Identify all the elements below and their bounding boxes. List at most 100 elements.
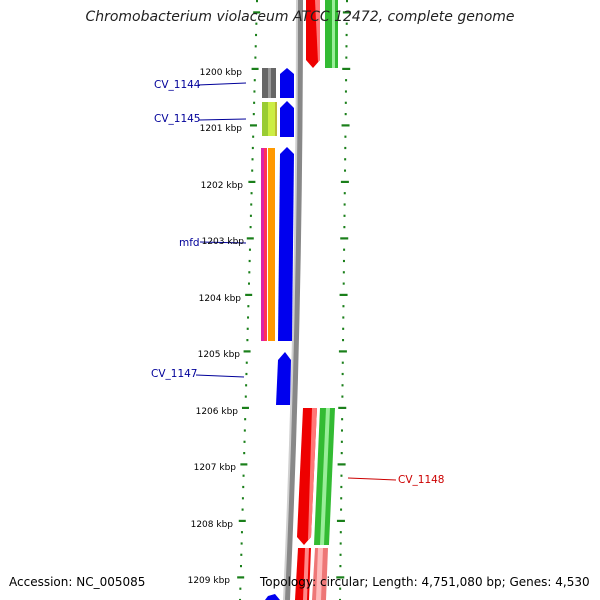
tick-mark <box>244 418 247 421</box>
tick-mark <box>243 440 246 443</box>
homolog-gene-cv1148-shade <box>320 408 330 545</box>
topology-text: Topology: circular; Length: 4,751,080 bp… <box>260 575 590 589</box>
kbp-label: 1207 kbp <box>194 463 237 473</box>
tick-mark <box>240 463 248 466</box>
tick-mark <box>344 169 347 172</box>
gene-label-mfd[interactable]: mfd <box>179 237 200 249</box>
gene-label-cv1144[interactable]: CV_1144 <box>154 79 201 91</box>
gene-label-cv1145[interactable]: CV_1145 <box>154 113 201 125</box>
forward-gene-cv1144 <box>280 68 294 98</box>
tick-mark <box>246 327 249 330</box>
tick-mark <box>246 237 254 240</box>
tick-mark <box>251 158 254 161</box>
tick-mark <box>342 259 345 263</box>
genome-backbone <box>284 0 303 600</box>
tick-mark <box>249 124 257 127</box>
tick-mark <box>336 576 345 579</box>
kbp-label: 1203 kbp <box>202 237 245 247</box>
tick-mark <box>339 293 348 296</box>
kbp-label: 1208 kbp <box>191 520 234 530</box>
gene-label-cv1147[interactable]: CV_1147 <box>151 368 198 380</box>
kbp-label: 1204 kbp <box>199 294 242 304</box>
tick-mark <box>247 316 250 319</box>
outer-tick-ring <box>336 0 351 600</box>
tick-mark <box>240 531 243 534</box>
tick-mark <box>252 135 255 138</box>
gene-label-cv1148[interactable]: CV_1148 <box>398 474 445 486</box>
tick-mark <box>249 226 252 229</box>
tick-mark <box>243 350 251 353</box>
tick-mark <box>242 485 245 489</box>
tick-mark <box>253 90 256 93</box>
tick-mark <box>248 259 251 263</box>
tick-mark <box>255 22 258 25</box>
tick-mark <box>339 553 342 556</box>
tick-mark <box>345 56 348 59</box>
tick-mark <box>340 237 349 240</box>
tick-mark <box>244 395 247 398</box>
tick-mark <box>239 565 242 568</box>
tick-mark <box>341 418 344 421</box>
kbp-label: 1205 kbp <box>198 350 241 360</box>
tick-mark <box>237 576 245 579</box>
tick-mark <box>346 0 348 3</box>
cog-block-cv1145-b <box>268 102 275 136</box>
tick-mark <box>252 113 255 116</box>
tick-mark <box>342 271 345 274</box>
tick-mark <box>245 384 248 387</box>
tick-mark <box>253 11 261 14</box>
tick-mark <box>343 214 346 217</box>
forward-gene-mfd <box>278 147 294 341</box>
tick-mark <box>243 452 246 455</box>
kbp-label: 1202 kbp <box>201 181 244 191</box>
homolog-gene-top-shade <box>332 0 335 68</box>
tick-mark <box>339 531 342 534</box>
tick-mark <box>344 101 347 104</box>
tick-mark <box>339 587 342 590</box>
tick-mark <box>247 282 250 285</box>
tick-mark <box>342 67 351 70</box>
tick-mark <box>345 22 348 25</box>
cog-block-mfd-red <box>264 148 267 341</box>
leader-cv1148 <box>347 477 397 481</box>
tick-mark <box>251 67 259 70</box>
tick-mark <box>342 282 345 285</box>
tick-mark <box>339 598 342 600</box>
tick-mark <box>241 406 249 409</box>
tick-mark <box>343 226 346 229</box>
tick-mark <box>241 497 244 500</box>
tick-mark <box>248 248 251 251</box>
tick-mark <box>246 339 249 342</box>
tick-mark <box>238 519 246 522</box>
genome-backbone-highlight <box>283 0 298 600</box>
tick-mark <box>340 452 343 455</box>
tick-mark <box>339 565 342 568</box>
tick-mark <box>247 305 250 308</box>
tick-mark <box>342 316 345 319</box>
tick-mark <box>241 508 244 511</box>
tick-mark <box>343 203 346 206</box>
tick-mark <box>340 497 343 500</box>
tick-mark <box>253 101 256 104</box>
tick-mark <box>338 350 347 353</box>
tick-mark <box>344 90 347 93</box>
tick-mark <box>342 339 345 342</box>
tick-mark <box>342 11 351 14</box>
accession-text: Accession: NC_005085 <box>9 575 146 589</box>
kbp-label: 1200 kbp <box>200 68 243 78</box>
tick-mark <box>336 519 345 522</box>
tick-mark <box>254 45 257 48</box>
leader-mfd <box>199 241 247 244</box>
tick-mark <box>341 395 344 398</box>
tick-mark <box>249 214 252 217</box>
tick-mark <box>342 327 345 330</box>
leader-cv1144 <box>197 82 247 86</box>
tick-mark <box>255 33 258 37</box>
cog-block-cv1145-a <box>262 102 268 136</box>
tick-mark <box>345 79 348 82</box>
leader-cv1145 <box>198 118 247 121</box>
tick-mark <box>341 372 344 376</box>
inner-tick-ring <box>237 0 261 600</box>
tick-mark <box>256 0 258 3</box>
kbp-label: 1201 kbp <box>200 124 243 134</box>
